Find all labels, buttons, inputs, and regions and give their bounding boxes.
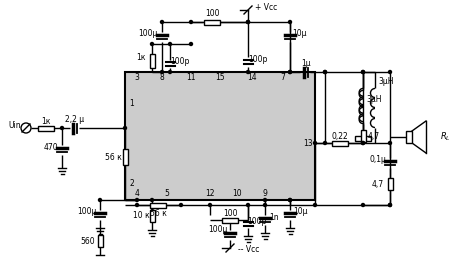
Circle shape [98, 198, 101, 201]
Circle shape [388, 142, 391, 144]
Circle shape [169, 70, 171, 74]
Circle shape [323, 142, 327, 144]
Text: 15: 15 [215, 74, 225, 82]
Bar [222, 217, 238, 223]
Text: -- Vcc: -- Vcc [238, 245, 259, 254]
Text: 10: 10 [232, 189, 242, 198]
Bar [204, 20, 220, 24]
Bar [125, 72, 315, 200]
Circle shape [247, 70, 249, 74]
Bar [97, 235, 102, 247]
Circle shape [247, 21, 249, 23]
Bar [38, 125, 54, 131]
Text: 100μ: 100μ [208, 225, 228, 234]
Circle shape [362, 142, 364, 144]
Circle shape [362, 70, 364, 74]
Text: 0,1μ: 0,1μ [369, 155, 387, 164]
Text: 100: 100 [205, 10, 219, 19]
Circle shape [124, 126, 126, 130]
Circle shape [362, 142, 364, 144]
Bar [406, 131, 412, 143]
Text: 3μH: 3μH [366, 96, 382, 105]
Circle shape [263, 198, 267, 201]
Circle shape [289, 198, 291, 201]
Circle shape [208, 204, 212, 207]
Text: + Vcc: + Vcc [255, 4, 277, 13]
Bar [360, 130, 365, 142]
Circle shape [289, 70, 291, 74]
Circle shape [189, 42, 193, 45]
Bar [387, 178, 392, 190]
Bar [332, 141, 348, 145]
Circle shape [151, 198, 153, 201]
Bar [355, 135, 371, 141]
Text: 3μH: 3μH [378, 78, 394, 87]
Circle shape [289, 198, 291, 201]
Bar [149, 54, 155, 68]
Text: 1: 1 [129, 98, 134, 107]
Text: 3: 3 [134, 74, 139, 82]
Circle shape [189, 21, 193, 23]
Text: 4,7: 4,7 [372, 179, 384, 188]
Circle shape [161, 70, 164, 74]
Text: 8: 8 [160, 74, 164, 82]
Bar [149, 210, 155, 222]
Text: 100μ: 100μ [77, 207, 97, 216]
Text: 100p: 100p [249, 56, 268, 65]
Text: 12: 12 [205, 189, 215, 198]
Circle shape [151, 42, 153, 45]
Circle shape [247, 21, 249, 23]
Text: 470: 470 [44, 143, 58, 152]
Text: 13: 13 [303, 139, 313, 148]
Text: $R_L$: $R_L$ [440, 131, 451, 143]
Text: 9: 9 [262, 189, 267, 198]
Circle shape [169, 42, 171, 45]
Text: 10 к: 10 к [133, 212, 149, 221]
Text: 1n: 1n [269, 214, 279, 223]
Circle shape [161, 21, 164, 23]
Circle shape [388, 204, 391, 207]
Circle shape [60, 126, 64, 130]
Circle shape [135, 204, 138, 207]
Text: 2: 2 [129, 179, 134, 188]
Text: 100p: 100p [170, 58, 190, 67]
Text: 100p: 100p [247, 217, 267, 226]
Circle shape [362, 70, 364, 74]
Circle shape [135, 198, 138, 201]
Text: 56 к: 56 к [105, 152, 121, 161]
Text: 10μ: 10μ [292, 29, 306, 38]
Text: 1к: 1к [136, 52, 146, 61]
Text: 10μ: 10μ [293, 207, 307, 216]
Circle shape [323, 70, 327, 74]
Text: 560: 560 [81, 236, 95, 245]
Circle shape [313, 142, 317, 144]
Text: 1μ: 1μ [301, 60, 311, 69]
Text: 1к: 1к [41, 116, 51, 125]
Circle shape [179, 204, 183, 207]
Text: 4: 4 [134, 189, 139, 198]
Text: 14: 14 [247, 74, 257, 82]
Circle shape [289, 70, 291, 74]
Circle shape [388, 204, 391, 207]
Circle shape [388, 70, 391, 74]
Text: 2,2 μ: 2,2 μ [65, 115, 85, 124]
Text: 100: 100 [223, 208, 237, 217]
Text: 0,22: 0,22 [331, 132, 348, 141]
Text: Uin: Uin [8, 122, 21, 131]
Bar [123, 149, 128, 165]
Circle shape [323, 70, 327, 74]
Text: 4,7: 4,7 [368, 132, 380, 141]
Text: 7: 7 [281, 74, 285, 82]
Circle shape [362, 204, 364, 207]
Circle shape [289, 21, 291, 23]
Circle shape [263, 204, 267, 207]
Text: 100μ: 100μ [138, 29, 158, 38]
Text: 56 к: 56 к [150, 208, 166, 217]
Text: 11: 11 [186, 74, 196, 82]
Text: 5: 5 [165, 189, 170, 198]
Bar [150, 203, 166, 207]
Circle shape [247, 204, 249, 207]
Circle shape [313, 204, 317, 207]
